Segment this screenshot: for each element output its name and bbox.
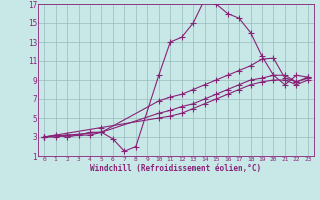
X-axis label: Windchill (Refroidissement éolien,°C): Windchill (Refroidissement éolien,°C) (91, 164, 261, 173)
